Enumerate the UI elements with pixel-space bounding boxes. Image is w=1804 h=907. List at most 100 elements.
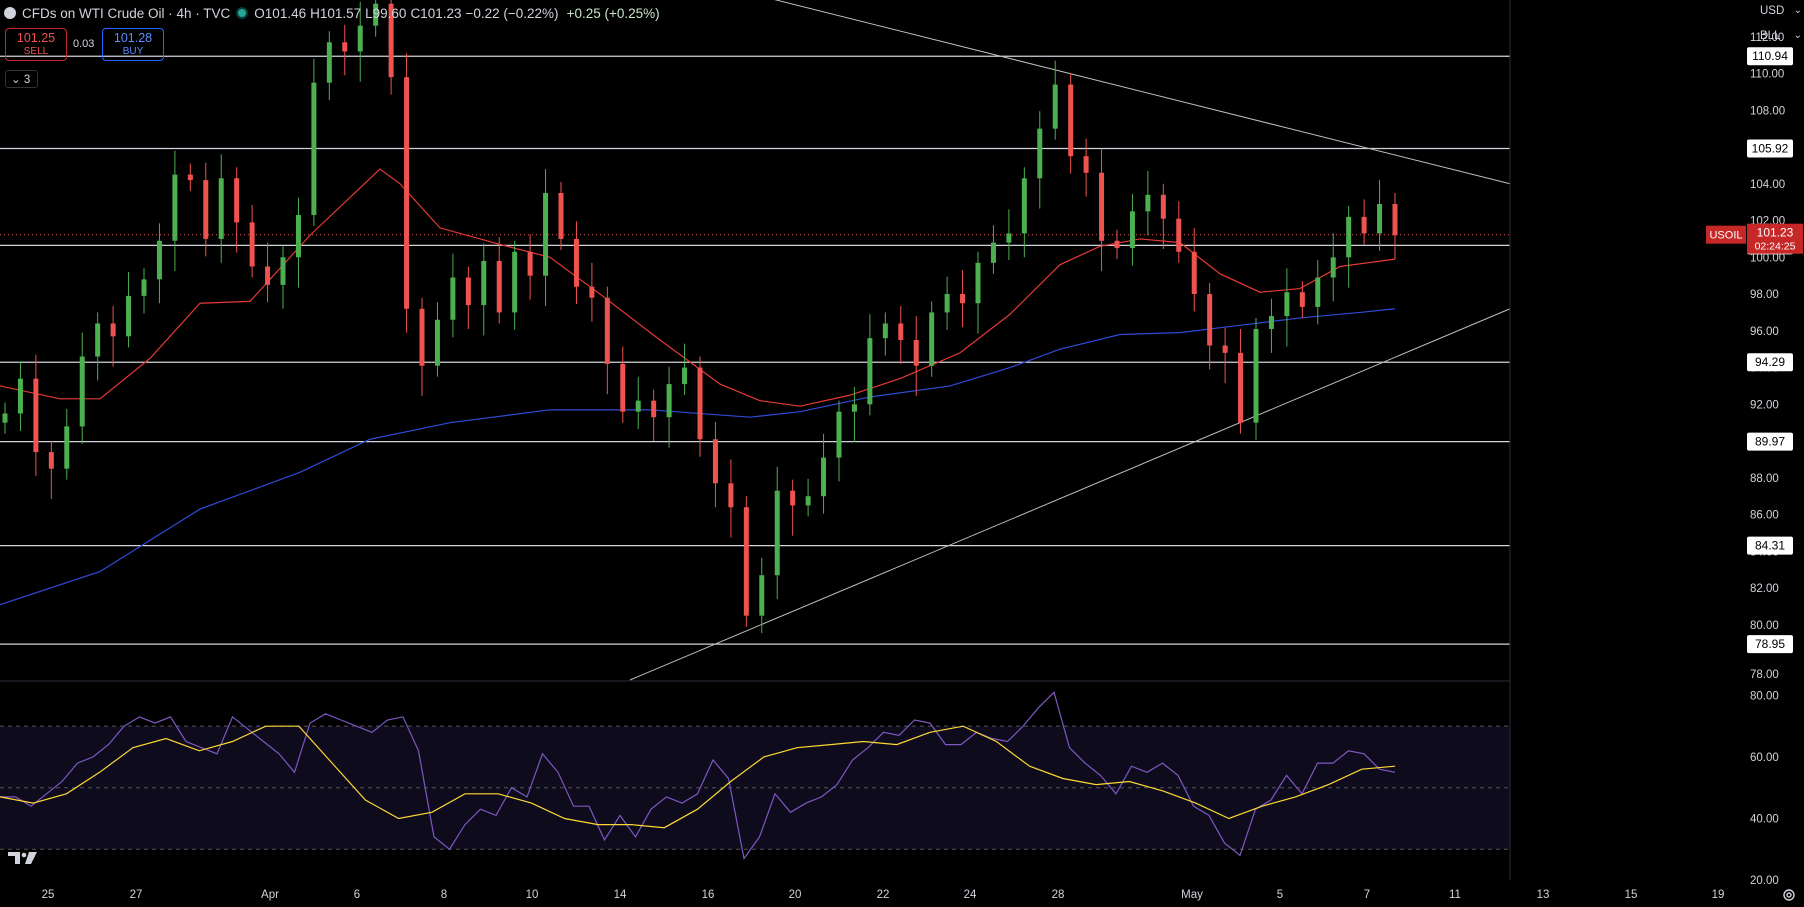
level-label: 105.92	[1752, 141, 1789, 155]
candle	[404, 77, 410, 309]
candle	[898, 323, 904, 340]
x-tick-label: 24	[964, 889, 977, 901]
candle	[2, 413, 8, 423]
candle	[604, 297, 610, 364]
candle	[434, 319, 440, 366]
x-tick-label: Apr	[261, 889, 279, 901]
candle	[543, 192, 549, 276]
x-tick-label: May	[1181, 889, 1203, 901]
rsi-ma-line	[0, 725, 1396, 829]
x-tick-label: 22	[877, 889, 890, 901]
y-tick-label: 98.00	[1750, 289, 1779, 301]
candle	[1176, 218, 1182, 252]
candle	[1145, 194, 1151, 212]
level-label-box	[1747, 536, 1793, 555]
rsi-line	[0, 691, 1396, 860]
price-tag-box	[1747, 223, 1803, 254]
candle	[1346, 216, 1352, 258]
y-tick-label: 112.00	[1750, 32, 1784, 44]
candle	[17, 378, 23, 414]
x-tick-label: 5	[1277, 889, 1283, 901]
candle	[1037, 128, 1043, 179]
x-tick-label: 20	[789, 889, 802, 901]
y-tick-label: 104.00	[1750, 179, 1785, 191]
candle	[465, 277, 471, 306]
candle	[1021, 178, 1027, 234]
candle	[589, 286, 595, 298]
candle	[527, 251, 533, 276]
symbol-icon	[4, 7, 16, 19]
candle	[342, 42, 348, 52]
candle	[126, 295, 132, 337]
price-axis	[1510, 0, 1804, 907]
x-tick-label: 6	[354, 889, 360, 901]
sell-label: SELL	[23, 46, 49, 57]
buy-button[interactable]: 101.28 BUY	[102, 28, 164, 61]
candle	[1052, 84, 1058, 129]
level-label: 78.95	[1755, 637, 1785, 651]
candle	[712, 439, 718, 484]
candle	[944, 294, 950, 313]
candle	[33, 378, 39, 453]
unit-label: BLL	[1760, 30, 1781, 42]
symbol-tag-label: USOIL	[1709, 230, 1742, 242]
candle	[929, 312, 935, 366]
ma-fast-line	[0, 168, 1396, 407]
candle	[573, 238, 579, 287]
level-label-box	[1747, 139, 1793, 158]
candle	[1238, 352, 1244, 423]
indicators-count: 3	[23, 74, 31, 86]
sell-button[interactable]: 101.25 SELL	[5, 28, 67, 61]
ma-slow-line	[0, 308, 1396, 606]
candle	[110, 323, 116, 337]
unit-selector[interactable]: BLL ⌄	[1752, 25, 1804, 47]
candle	[558, 192, 564, 239]
candle	[249, 222, 255, 267]
price-tag-value: 101.23	[1757, 226, 1794, 240]
candle	[1315, 277, 1321, 307]
candle	[882, 323, 888, 339]
candle	[203, 180, 209, 239]
indicators-toggle-button[interactable]: ⌄ 3	[5, 70, 38, 88]
currency-selector[interactable]: USD ⌄	[1752, 0, 1804, 22]
level-label-box	[1747, 353, 1793, 372]
y-tick-label: 108.00	[1750, 105, 1785, 117]
candle	[311, 82, 317, 216]
x-tick-label: 28	[1052, 889, 1065, 901]
y-tick-label: 86.00	[1750, 510, 1779, 522]
candle	[651, 400, 657, 418]
gear-icon[interactable]	[1782, 888, 1796, 902]
x-tick-label: 13	[1537, 889, 1550, 901]
candle	[682, 367, 688, 385]
rsi-y-tick-label: 60.00	[1750, 752, 1779, 764]
market-open-icon	[238, 9, 247, 17]
rsi-y-tick-label: 40.00	[1750, 813, 1779, 825]
candle	[1160, 194, 1166, 219]
y-tick-label: 78.00	[1750, 669, 1779, 681]
candle	[913, 340, 919, 366]
candle	[851, 404, 857, 412]
ohlc-low: L99.60	[365, 5, 407, 21]
countdown-timer: 02:24:25	[1755, 241, 1796, 253]
level-label: 110.94	[1752, 49, 1788, 63]
candle	[1099, 172, 1105, 241]
x-tick-label: 16	[702, 889, 715, 901]
symbol-tag-box	[1706, 225, 1746, 244]
candle	[1083, 156, 1089, 173]
x-tick-label: 10	[526, 889, 539, 901]
rsi-y-tick-label: 20.00	[1750, 875, 1779, 887]
candle	[64, 426, 70, 469]
x-tick-label: 25	[42, 889, 55, 901]
candle	[141, 279, 147, 296]
tradingview-logo-icon[interactable]	[8, 850, 40, 866]
candle	[419, 308, 425, 366]
candle	[1207, 294, 1213, 346]
y-tick-label: 80.00	[1750, 620, 1779, 632]
candle	[1268, 316, 1274, 329]
candle	[1361, 216, 1367, 234]
chart-title[interactable]: CFDs on WTI Crude Oil · 4h · TVC	[22, 5, 231, 21]
level-label: 89.97	[1755, 435, 1785, 449]
y-tick-label: 96.00	[1750, 326, 1779, 338]
candle	[481, 260, 487, 306]
